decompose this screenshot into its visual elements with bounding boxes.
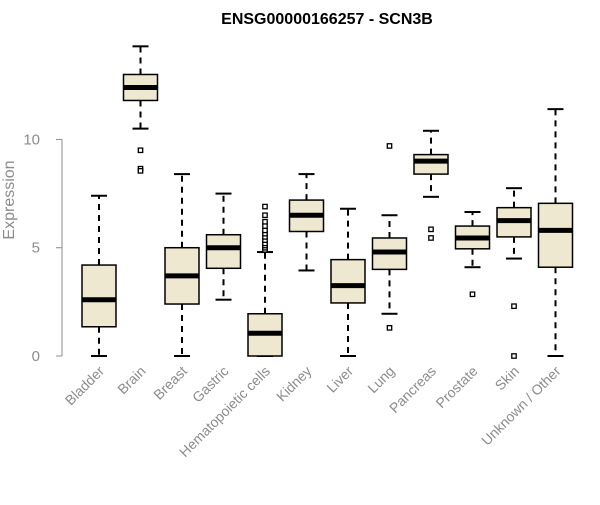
box-rect [205,233,242,270]
x-category-label: Skin [492,363,523,394]
outlier-point [511,303,517,310]
y-tick-label: 5 [32,240,40,257]
x-category-label: Lung [364,363,397,396]
outlier-point [137,167,144,174]
box-group [371,143,408,331]
box-group [81,194,117,357]
x-category-label: Prostate [432,363,480,411]
box-group [537,108,574,357]
outlier-point [386,143,393,149]
outlier-point [386,324,393,331]
outlier-point [137,147,144,154]
box-group [122,45,159,174]
box-rect [330,258,366,304]
outlier-point [428,235,434,241]
x-category-label: Breast [150,363,190,403]
outlier-point [262,203,268,210]
x-category-label: Brain [114,363,148,397]
outlier-point [469,291,476,298]
y-tick-label: 10 [23,131,40,148]
x-category-label: Unknown / Other [478,363,564,449]
x-category-label: Kidney [273,363,315,405]
x-category-label: Liver [323,363,356,396]
box-series-group [81,45,574,359]
outlier-point [262,218,268,225]
x-category-label: Bladder [62,363,108,409]
y-axis: 0 5 10 [23,131,63,365]
box-group [205,192,242,301]
y-axis-label: Expression [1,160,18,239]
box-group [247,203,283,357]
y-tick-label: 0 [32,348,40,365]
box-rect [537,202,574,268]
box-group [330,207,366,357]
box-group [288,173,325,272]
box-rect [413,153,449,175]
outlier-point [511,353,517,359]
box-rect [81,264,117,328]
outlier-point [428,226,434,233]
chart-title: ENSG00000166257 - SCN3B [221,11,433,28]
box-group [454,210,491,298]
outlier-point [262,212,268,219]
box-group [496,187,532,359]
box-group [413,129,449,241]
box-group [164,173,200,357]
